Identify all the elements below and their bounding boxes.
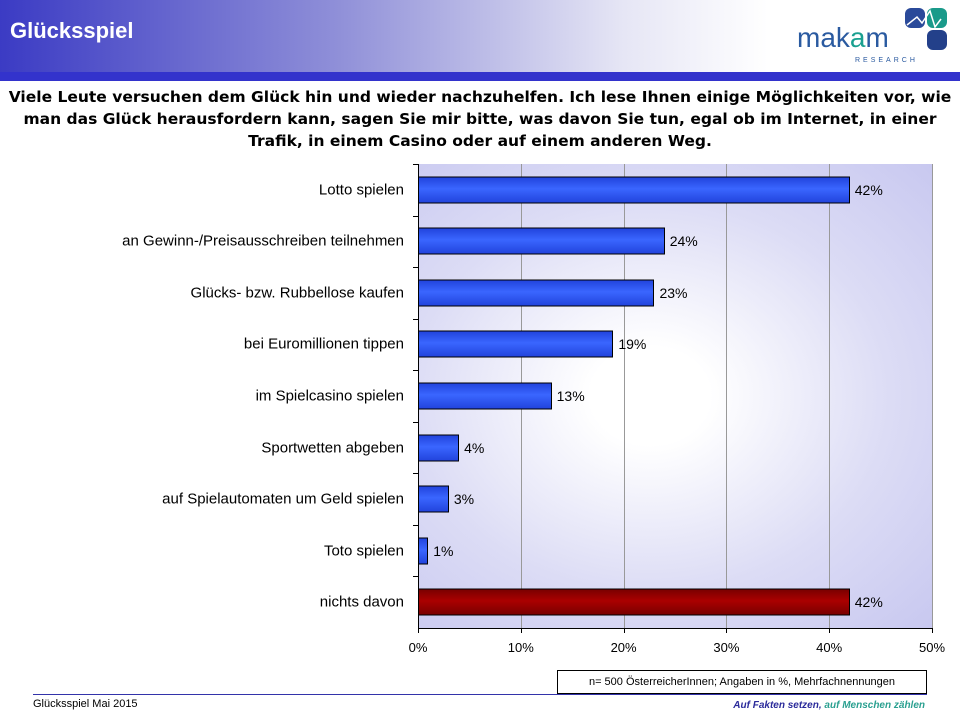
gridline: [932, 164, 933, 628]
y-tick: [413, 318, 418, 320]
sample-note: n= 500 ÖsterreicherInnen; Angaben in %, …: [557, 670, 927, 694]
y-tick: [413, 576, 418, 578]
bar: [418, 485, 449, 513]
bar: [418, 382, 552, 410]
svg-text:RESEARCH: RESEARCH: [855, 57, 918, 64]
header-rule: [0, 72, 960, 81]
y-tick: [413, 524, 418, 526]
tick-mark: [623, 628, 625, 633]
y-tick: [413, 215, 418, 217]
x-axis: [418, 628, 932, 629]
category-label: auf Spielautomaten um Geld spielen: [162, 490, 404, 508]
value-label: 19%: [618, 336, 647, 353]
category-label: im Spielcasino spielen: [255, 387, 404, 405]
category-label: Glücks- bzw. Rubbellose kaufen: [190, 284, 404, 302]
gridline: [623, 164, 625, 628]
y-tick: [413, 473, 418, 475]
footer-left: Glücksspiel Mai 2015: [33, 698, 138, 710]
y-tick: [413, 267, 418, 269]
bar: [418, 279, 655, 307]
tick-mark: [829, 628, 831, 633]
bar: [418, 434, 460, 462]
gridline: [829, 164, 831, 628]
category-label: Toto spielen: [323, 542, 404, 560]
x-tick-label: 40%: [816, 640, 843, 655]
tick-mark: [726, 628, 728, 633]
value-label: 23%: [659, 284, 688, 301]
slogan-part-1: Auf Fakten setzen,: [733, 700, 822, 711]
value-label: 4%: [464, 439, 485, 456]
question-text: Viele Leute versuchen dem Glück hin und …: [8, 88, 952, 150]
bar: [418, 588, 850, 616]
y-tick: [413, 164, 418, 165]
y-tick: [413, 421, 418, 423]
x-tick-label: 10%: [507, 640, 534, 655]
bar: [418, 176, 850, 204]
tick-mark: [418, 628, 419, 633]
svg-text:makam: makam: [797, 22, 889, 53]
x-tick-label: 50%: [918, 640, 946, 655]
value-label: 3%: [453, 491, 475, 508]
category-label: an Gewinn-/Preisausschreiben teilnehmen: [122, 232, 404, 250]
value-label: 42%: [854, 181, 883, 198]
y-tick: [413, 370, 418, 372]
category-label: Sportwetten abgeben: [261, 439, 404, 457]
value-label: 1%: [433, 542, 454, 559]
bar: [418, 330, 614, 358]
page-title: Glücksspiel: [10, 18, 134, 43]
gridline: [726, 164, 728, 628]
footer-rule: [33, 694, 927, 695]
value-label: 13%: [556, 388, 585, 404]
category-label: bei Euromillionen tippen: [243, 335, 404, 353]
slogan-part-2: auf Menschen zählen: [824, 700, 925, 711]
value-label: 24%: [669, 233, 698, 250]
bar: [418, 227, 665, 255]
x-tick-label: 0%: [408, 640, 428, 655]
footer-slogan: Auf Fakten setzen, auf Menschen zählen: [733, 700, 925, 711]
category-label: Lotto spielen: [318, 181, 404, 199]
bar: [418, 537, 429, 565]
value-label: 42%: [854, 594, 883, 611]
makam-logo: makam RESEARCH: [797, 8, 947, 64]
x-tick-label: 20%: [610, 640, 637, 655]
category-label: nichts davon: [319, 593, 404, 611]
tick-mark: [520, 628, 522, 633]
header-band: [0, 0, 960, 72]
x-tick-label: 30%: [713, 640, 740, 655]
tick-mark: [932, 628, 933, 633]
